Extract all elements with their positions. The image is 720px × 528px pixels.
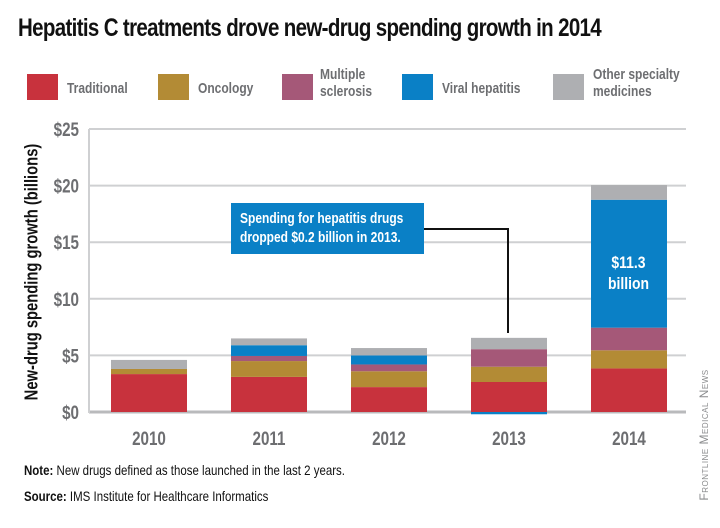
legend-swatch-viral-hepatitis bbox=[402, 74, 433, 100]
x-tick-label: 2014 bbox=[612, 427, 646, 449]
y-tick-label: $10 bbox=[54, 288, 79, 310]
watermark: Frontline Medical News bbox=[697, 369, 711, 501]
note-text: New drugs defined as those launched in t… bbox=[53, 462, 345, 478]
legend-label-line: Other specialty bbox=[593, 66, 680, 83]
x-tick-label: 2012 bbox=[372, 427, 406, 449]
source-label: Source: bbox=[24, 488, 67, 504]
bar-segment-oncology-2012 bbox=[351, 371, 427, 388]
bar-segment-viral-hepatitis-2013 bbox=[471, 412, 547, 415]
footnote-source: Source: IMS Institute for Healthcare Inf… bbox=[24, 488, 268, 504]
note-label: Note: bbox=[24, 462, 54, 478]
bar-segment-other-specialty-medicines-2014 bbox=[591, 185, 667, 200]
legend-label: Viral hepatitis bbox=[442, 80, 521, 97]
bar-segment-other-specialty-medicines-2012 bbox=[351, 348, 427, 356]
legend-label: Multiple sclerosis bbox=[320, 66, 372, 100]
x-tick-label: 2011 bbox=[253, 427, 286, 449]
bar-segment-viral-hepatitis-2014 bbox=[591, 199, 667, 328]
bar-annotation-line: billion bbox=[607, 274, 650, 293]
legend-swatch-multiple-sclerosis bbox=[282, 74, 313, 100]
callout-leader-line bbox=[424, 228, 509, 333]
bar-segment-traditional-2012 bbox=[351, 387, 427, 412]
bar-segment-multiple-sclerosis-2013 bbox=[471, 349, 547, 367]
bar-annotation-2014-viral: $11.3 billion bbox=[591, 252, 666, 294]
legend-label-line: Multiple bbox=[320, 66, 366, 83]
legend-label: Traditional bbox=[67, 80, 128, 97]
bar-segment-multiple-sclerosis-2012 bbox=[351, 364, 427, 372]
bar-segment-oncology-2014 bbox=[591, 350, 667, 369]
bar-segment-oncology-2013 bbox=[471, 366, 547, 383]
y-tick-label: $25 bbox=[54, 118, 80, 140]
y-tick-label: $20 bbox=[54, 175, 79, 197]
x-tick-label: 2010 bbox=[132, 427, 166, 449]
legend-swatch-other-specialty bbox=[553, 74, 584, 100]
bar-segment-other-specialty-medicines-2013 bbox=[471, 337, 547, 350]
bar-segment-viral-hepatitis-2011 bbox=[231, 345, 307, 356]
footnote-note: Note: New drugs defined as those launche… bbox=[24, 462, 345, 478]
y-tick-label: $0 bbox=[62, 401, 79, 423]
bar-segment-traditional-2011 bbox=[231, 376, 307, 412]
callout-line: dropped $0.2 billion in 2013. bbox=[240, 229, 401, 246]
bar-segment-multiple-sclerosis-2011 bbox=[231, 355, 307, 362]
source-text: IMS Institute for Healthcare Informatics bbox=[66, 488, 269, 504]
legend-label-line: medicines bbox=[593, 83, 652, 100]
callout-line: Spending for hepatitis drugs bbox=[240, 210, 404, 227]
bar-segment-multiple-sclerosis-2014 bbox=[591, 327, 667, 351]
y-tick-label: $15 bbox=[54, 232, 80, 254]
y-tick-label: $5 bbox=[62, 345, 79, 367]
legend-swatch-traditional bbox=[27, 74, 58, 100]
legend-swatch-oncology bbox=[158, 74, 189, 100]
bar-segment-traditional-2014 bbox=[591, 368, 667, 412]
bar-segment-traditional-2013 bbox=[471, 382, 547, 412]
bar-segment-other-specialty-medicines-2010 bbox=[111, 359, 187, 369]
bar-segment-viral-hepatitis-2012 bbox=[351, 355, 427, 365]
legend-label: Oncology bbox=[198, 80, 254, 97]
callout-hepatitis-drop: Spending for hepatitis drugs dropped $0.… bbox=[231, 203, 424, 254]
bar-segment-other-specialty-medicines-2011 bbox=[231, 338, 307, 346]
legend-label: Other specialty medicines bbox=[593, 66, 680, 100]
legend-label-line: sclerosis bbox=[320, 83, 373, 100]
bar-annotation-line: $11.3 bbox=[611, 253, 646, 272]
chart-title: Hepatitis C treatments drove new-drug sp… bbox=[18, 14, 602, 42]
bar-segment-oncology-2010 bbox=[111, 368, 187, 375]
bar-segment-oncology-2011 bbox=[231, 361, 307, 377]
x-tick-label: 2013 bbox=[492, 427, 526, 449]
bar-segment-traditional-2010 bbox=[111, 374, 187, 412]
